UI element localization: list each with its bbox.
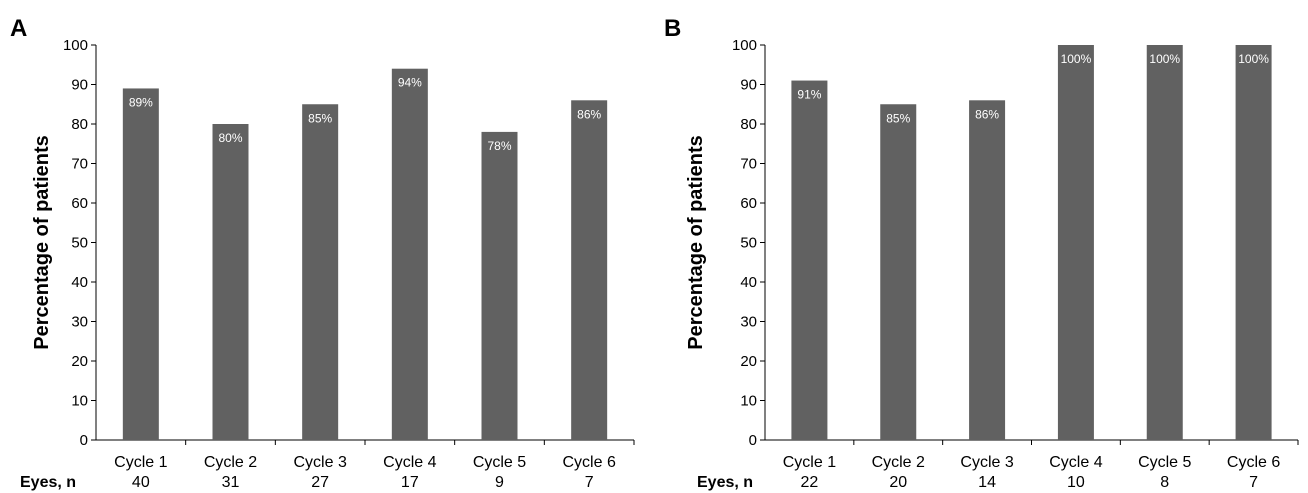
y-tick-label: 80 [71,116,88,133]
x-category-label: Cycle 6 [1227,454,1280,471]
bar [302,104,339,440]
y-tick-label: 70 [740,156,757,173]
eyes-count: 7 [585,474,594,491]
x-category-label: Cycle 1 [783,454,836,471]
eyes-count: 14 [978,474,996,491]
bar-data-label: 100% [1061,52,1092,66]
bar [1235,45,1272,440]
x-category-label: Cycle 4 [383,454,436,471]
bar-data-label: 86% [577,107,601,121]
bar [391,68,428,440]
bar [122,88,159,440]
y-tick-label: 10 [71,393,88,410]
y-tick-label: 100 [732,37,757,54]
y-tick-label: 80 [740,116,757,133]
eyes-count: 17 [401,474,419,491]
x-category-label: Cycle 5 [473,454,526,471]
panel-label: A [10,15,27,42]
x-category-label: Cycle 3 [293,454,346,471]
eyes-count: 27 [311,474,329,491]
y-tick-label: 0 [80,432,88,449]
y-tick-label: 50 [71,235,88,252]
panel-label: B [664,15,681,42]
y-axis-label: Percentage of patients [685,135,707,350]
y-tick-label: 60 [740,195,757,212]
bar [212,124,249,440]
y-tick-label: 90 [740,77,757,94]
x-category-label: Cycle 5 [1138,454,1191,471]
y-tick-label: 50 [740,235,757,252]
y-tick-label: 30 [740,314,757,331]
y-tick-label: 20 [71,353,88,370]
eyes-count: 8 [1160,474,1169,491]
bar [969,100,1006,441]
eyes-row-label: Eyes, n [697,474,753,491]
y-tick-label: 90 [71,77,88,94]
bar-data-label: 86% [975,107,999,121]
bar-data-label: 85% [886,111,910,125]
y-tick-label: 100 [63,37,88,54]
x-category-label: Cycle 3 [960,454,1013,471]
y-tick-label: 70 [71,156,88,173]
y-tick-label: 20 [740,353,757,370]
x-category-label: Cycle 2 [872,454,925,471]
bar-data-label: 85% [308,111,332,125]
bar-data-label: 78% [487,139,511,153]
bar-data-label: 80% [218,131,242,145]
y-tick-label: 0 [749,432,757,449]
chart-panel-a: A Percentage of patients 0 10 20 30 40 50 60 70 80… [10,15,635,491]
eyes-row-label: Eyes, n [20,474,76,491]
chart-panel-b: B Percentage of patients 0 10 20 30 40 50 60 70 80… [664,15,1299,491]
x-category-label: Cycle 1 [114,454,167,471]
x-category-label: Cycle 6 [562,454,615,471]
x-category-label: Cycle 2 [204,454,257,471]
eyes-count: 7 [1249,474,1258,491]
bar-data-label: 94% [398,76,422,90]
bar [481,131,518,440]
eyes-count: 40 [132,474,150,491]
y-tick-label: 60 [71,195,88,212]
y-axis-label: Percentage of patients [31,135,53,350]
y-tick-label: 10 [740,393,757,410]
bar [1057,45,1094,440]
y-tick-label: 40 [71,274,88,291]
bar-data-label: 100% [1238,52,1269,66]
eyes-count: 9 [495,474,504,491]
bar-data-label: 91% [797,88,821,102]
eyes-count: 10 [1067,474,1085,491]
y-tick-label: 40 [740,274,757,291]
eyes-count: 22 [801,474,819,491]
eyes-count: 20 [889,474,907,491]
x-category-label: Cycle 4 [1049,454,1102,471]
bar [571,100,608,441]
eyes-count: 31 [222,474,240,491]
bar-data-label: 89% [129,95,153,109]
bar [791,80,828,441]
y-tick-label: 30 [71,314,88,331]
bar-data-label: 100% [1149,52,1180,66]
bar [1146,45,1183,440]
bar [880,104,917,440]
